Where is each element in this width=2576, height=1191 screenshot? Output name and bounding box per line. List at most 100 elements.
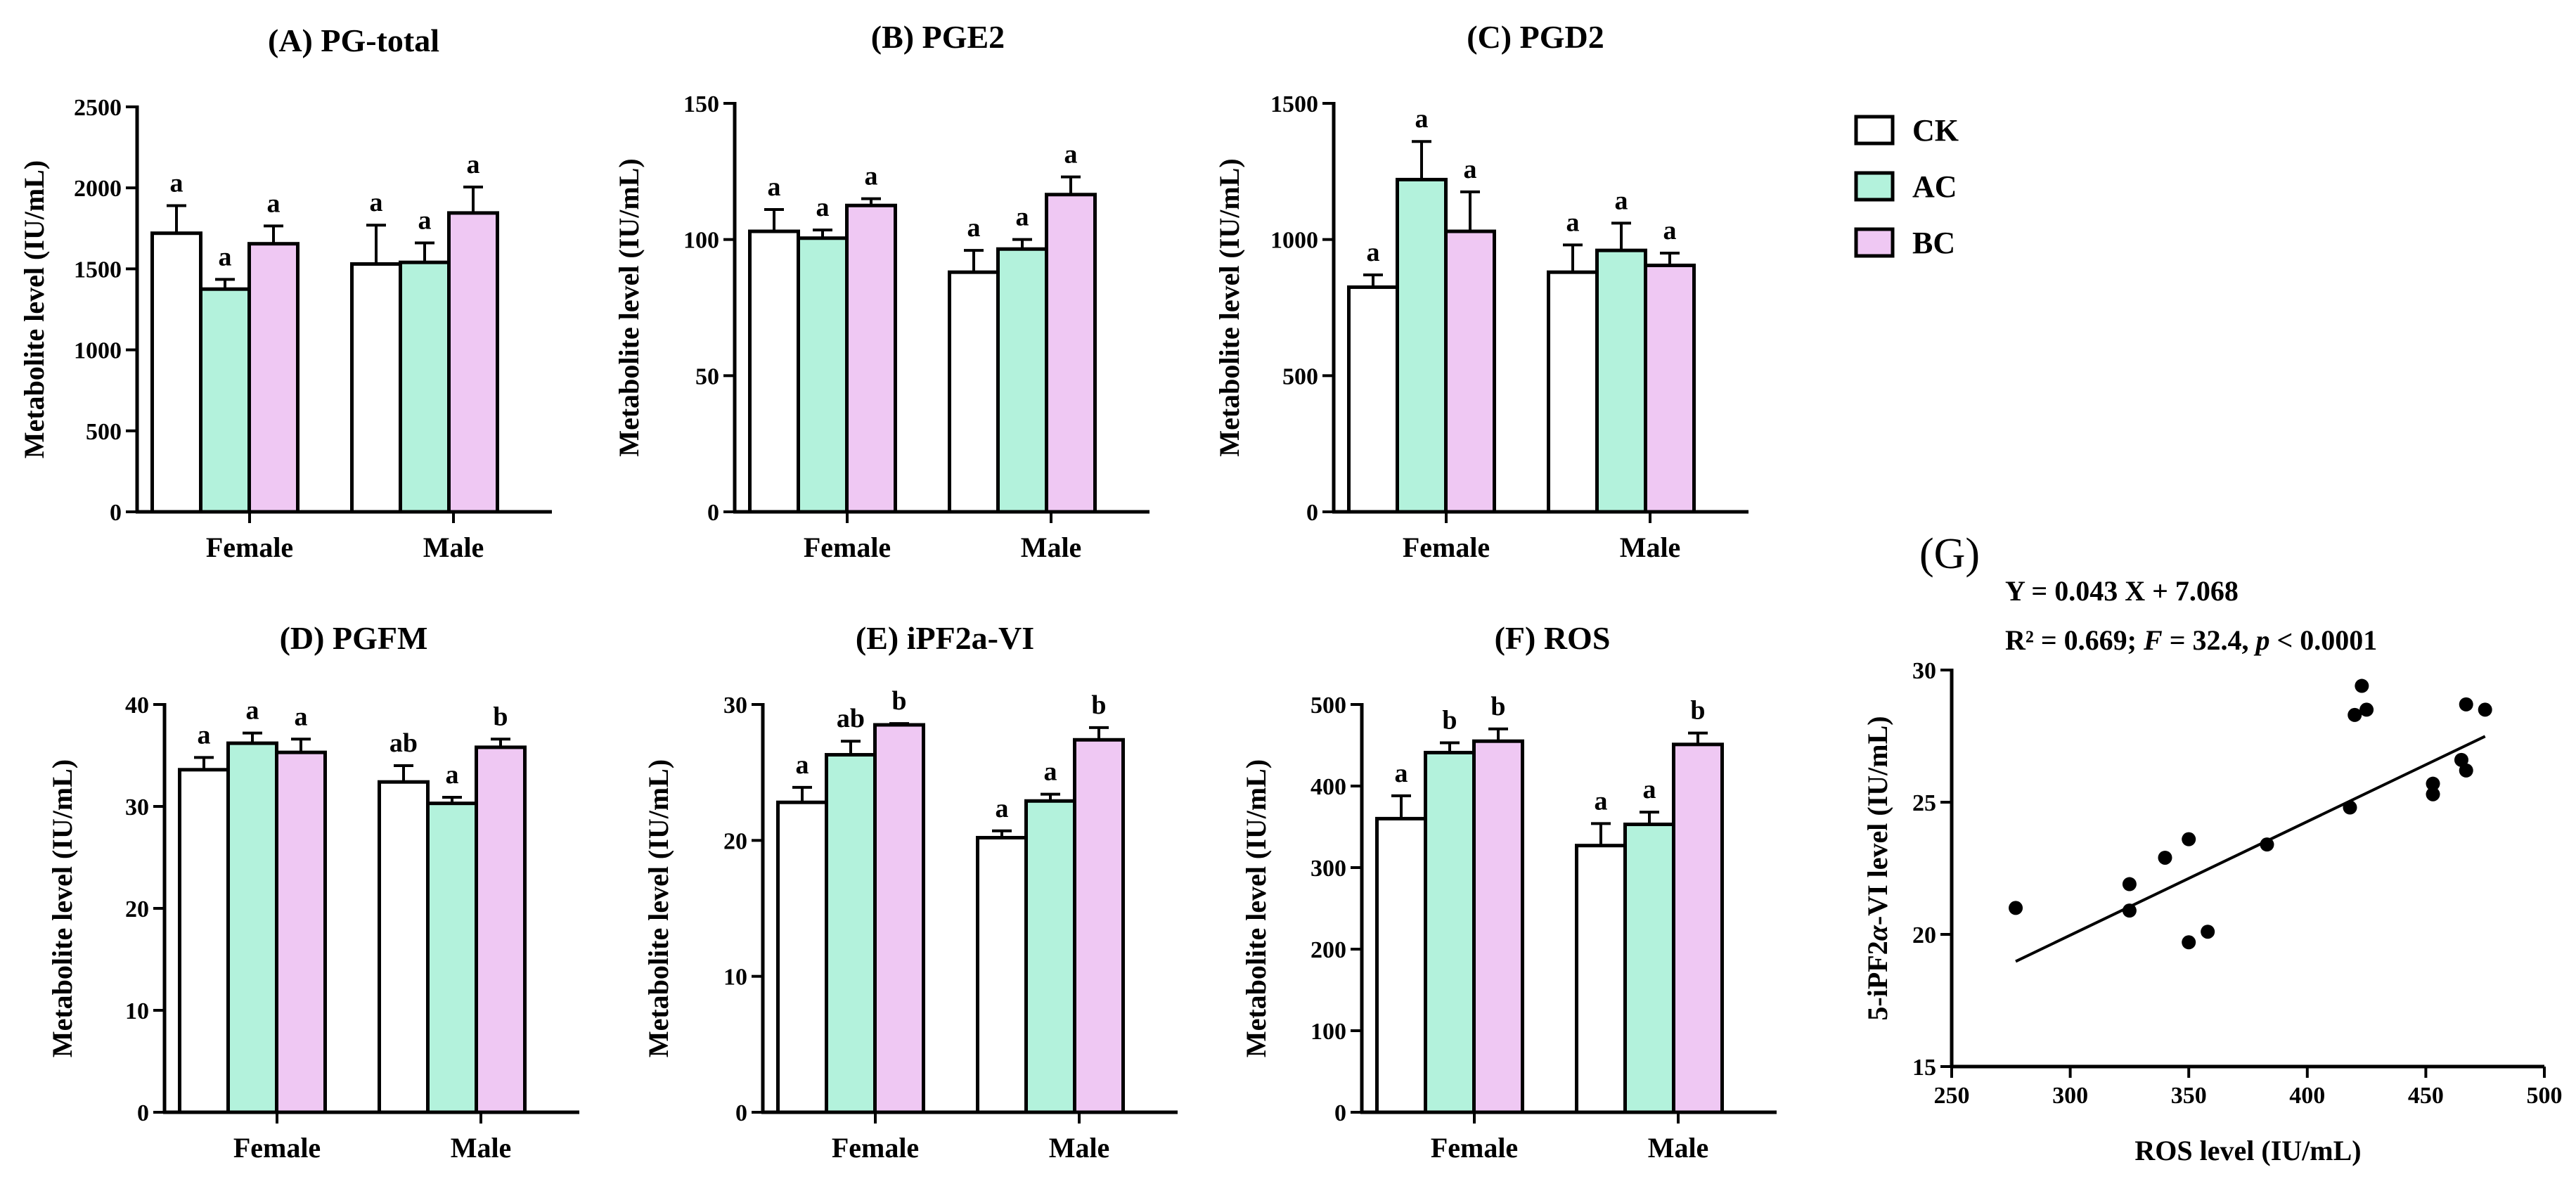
significance-letter: a — [170, 169, 183, 198]
y-tick-label: 100 — [1310, 1019, 1346, 1045]
significance-letter: b — [1690, 696, 1705, 726]
significance-letter: b — [1091, 690, 1106, 720]
significance-letter: b — [1490, 692, 1505, 721]
significance-letter: a — [198, 720, 211, 749]
p-value: < 0.0001 — [2269, 624, 2377, 656]
scatter-point — [2158, 850, 2172, 865]
scatter-point — [2182, 832, 2196, 846]
bar-bc — [873, 723, 925, 1114]
x-tick-label: 250 — [1934, 1083, 1970, 1109]
legend-swatch-bc — [1854, 227, 1895, 258]
scatter-point — [2426, 776, 2440, 791]
significance-letter: a — [865, 162, 878, 191]
bar-bc — [845, 203, 897, 514]
x-tick-label: Male — [1620, 532, 1681, 563]
x-tick-label: Male — [1049, 1132, 1110, 1164]
regression-line — [2015, 735, 2486, 963]
significance-letter: a — [1464, 155, 1477, 184]
bar-ck — [150, 231, 202, 514]
y-tick-label: 40 — [125, 693, 149, 719]
bar-ck — [976, 835, 1028, 1114]
scatter-point — [2122, 877, 2137, 891]
scatter-point — [2459, 763, 2473, 778]
y-tick-label: 20 — [125, 896, 149, 922]
bar-bc — [275, 750, 327, 1114]
x-tick-label: 450 — [2408, 1083, 2444, 1109]
y-tick-label: 0 — [1334, 1100, 1346, 1126]
significance-letter: a — [1016, 202, 1029, 232]
significance-letter: a — [1566, 207, 1580, 237]
bar-ck — [748, 229, 800, 514]
significance-letter: a — [967, 213, 981, 243]
scatter-point — [2182, 935, 2196, 950]
significance-letter: a — [418, 206, 432, 236]
bar-ac — [199, 287, 251, 514]
y-tick-label: 500 — [1310, 693, 1346, 719]
y-axis-label: Metabolite level (IU/mL) — [1213, 158, 1245, 456]
significance-letter: b — [493, 702, 508, 731]
bar-bc — [475, 745, 527, 1114]
y-tick-label: 400 — [1310, 774, 1346, 800]
x-tick-label: 350 — [2171, 1083, 2207, 1109]
x-tick-label: 400 — [2289, 1083, 2325, 1109]
y-tick-label: 0 — [110, 500, 122, 526]
scatter-point — [2359, 702, 2374, 717]
y-tick-label: 10 — [723, 965, 747, 991]
f-symbol: F — [2143, 624, 2163, 656]
legend: CK AC BC — [1854, 113, 1959, 260]
legend-swatch-ck — [1854, 115, 1895, 146]
bar-ac — [996, 247, 1048, 514]
significance-letter: b — [891, 686, 906, 716]
x-tick-label: Female — [804, 532, 891, 563]
significance-letter: a — [370, 188, 383, 217]
significance-letter: a — [219, 242, 232, 271]
significance-letter: a — [1395, 759, 1408, 788]
y-tick-label: 1000 — [74, 338, 122, 364]
bar-ck — [948, 270, 1000, 514]
x-tick-label: Female — [233, 1132, 321, 1164]
x-tick-label: 300 — [2052, 1083, 2088, 1109]
y-tick-label: 500 — [1282, 363, 1318, 390]
y-label-alpha: α — [1862, 925, 1893, 941]
scatter-point — [2348, 707, 2362, 722]
scatter-point — [2201, 925, 2215, 939]
bar-ac — [825, 753, 877, 1114]
chart-panel-a: (A) PG-total Metabolite level (IU/mL) 0 500… — [18, 22, 552, 563]
bar-ck — [350, 262, 402, 514]
legend-label-ck: CK — [1912, 113, 1959, 148]
significance-letter: a — [295, 702, 308, 731]
bar-ac — [797, 236, 849, 514]
chart-panel-c: (C) PGD2 Metabolite level (IU/mL) 0 500 1000… — [1213, 19, 1749, 563]
bar-ck — [1375, 816, 1427, 1114]
significance-letter: a — [446, 760, 459, 790]
significance-letter: ab — [389, 728, 418, 758]
bar-bc — [1045, 193, 1097, 514]
scatter-point — [2478, 702, 2492, 717]
legend-swatch-ac — [1854, 171, 1895, 202]
chart-title: (F) ROS — [1495, 620, 1611, 656]
chart-title: (B) PGE2 — [871, 19, 1005, 55]
bar-bc — [1472, 739, 1524, 1114]
bar-bc — [1444, 229, 1496, 514]
bar-ac — [399, 260, 451, 514]
chart-title: (A) PG-total — [268, 22, 439, 58]
x-tick-label: Female — [1431, 1132, 1518, 1164]
bar-ac — [1623, 823, 1675, 1114]
y-tick-label: 0 — [707, 500, 719, 526]
chart-panel-e: (E) iPF2a-VI Metabolite level (IU/mL) 0 10 2… — [643, 620, 1178, 1164]
y-axis-label: 5-iPF2α-VI level (IU/mL) — [1862, 716, 1893, 1020]
f-value: = 32.4, — [2163, 624, 2256, 656]
significance-letter: a — [1643, 775, 1656, 804]
bar-bc — [447, 211, 499, 514]
significance-letter: ab — [837, 704, 865, 733]
bar-ac — [1424, 750, 1476, 1114]
x-tick-label: Female — [832, 1132, 919, 1164]
significance-letter: a — [1044, 757, 1057, 787]
chart-panel-f: (F) ROS Metabolite level (IU/mL) 0 100 200 30… — [1240, 620, 1777, 1164]
p-symbol: p — [2253, 624, 2269, 656]
regression-stats: R² = 0.669; F = 32.4, p < 0.0001 — [2005, 624, 2377, 656]
bar-bc — [1672, 742, 1724, 1114]
significance-letter: a — [1663, 216, 1677, 245]
bar-ac — [426, 801, 478, 1114]
